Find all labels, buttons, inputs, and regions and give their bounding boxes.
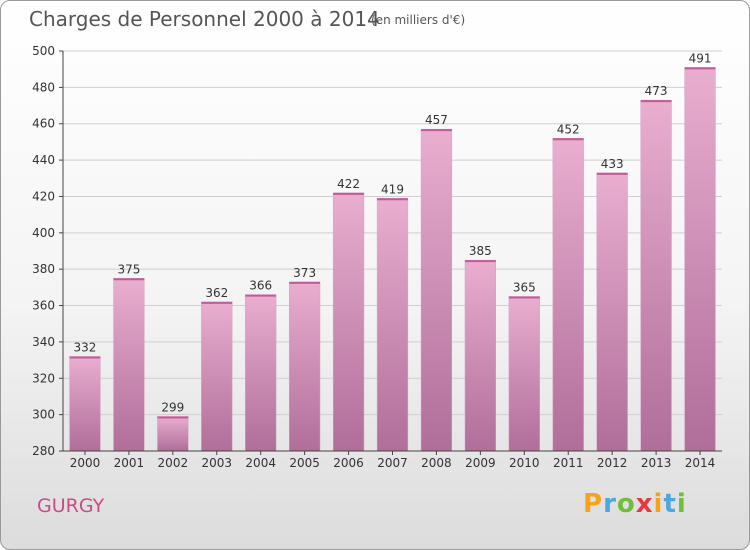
x-tick-label: 2002 bbox=[158, 456, 189, 470]
x-tick-label: 2013 bbox=[641, 456, 672, 470]
bar-2010 bbox=[508, 296, 540, 452]
x-tick-label: 2004 bbox=[245, 456, 276, 470]
y-tick-label: 420 bbox=[32, 189, 55, 203]
unit-note: (en milliers d'€) bbox=[371, 13, 466, 27]
bars bbox=[69, 67, 716, 452]
y-axis: 280 300 320 340 360 380 400 420 440 460 480 500 bbox=[32, 44, 64, 458]
y-tick-label: 400 bbox=[32, 226, 55, 240]
data-label: 433 bbox=[601, 157, 624, 171]
logo-letter: P bbox=[583, 489, 604, 519]
data-label: 452 bbox=[557, 122, 580, 136]
data-label: 362 bbox=[205, 286, 228, 300]
bar-2006 bbox=[332, 192, 365, 452]
bar-2007 bbox=[376, 198, 409, 452]
x-tick-label: 2012 bbox=[597, 456, 628, 470]
y-tick-label: 280 bbox=[32, 444, 55, 458]
x-tick-label: 2003 bbox=[201, 456, 232, 470]
data-label: 457 bbox=[425, 113, 448, 127]
data-label: 385 bbox=[469, 244, 492, 258]
chart-title: Charges de Personnel 2000 à 2014 bbox=[29, 7, 380, 31]
x-tick-label: 2001 bbox=[114, 456, 145, 470]
bar-2014 bbox=[684, 67, 716, 452]
bar-2009 bbox=[464, 259, 496, 452]
bar-2004 bbox=[245, 294, 277, 452]
logo-letter: i bbox=[676, 489, 687, 519]
proxiti-logo: Proxiti bbox=[583, 489, 687, 519]
data-label: 375 bbox=[117, 262, 140, 276]
x-tick-label: 2014 bbox=[685, 456, 716, 470]
y-tick-label: 380 bbox=[32, 262, 55, 276]
data-label: 491 bbox=[689, 51, 712, 65]
x-tick-label: 2008 bbox=[421, 456, 452, 470]
bar-2000 bbox=[69, 356, 101, 452]
y-tick-label: 480 bbox=[32, 80, 55, 94]
bar-2003 bbox=[201, 301, 233, 452]
bar-2011 bbox=[552, 138, 584, 452]
y-tick-label: 320 bbox=[32, 371, 55, 385]
y-tick-label: 300 bbox=[32, 408, 55, 422]
data-label: 373 bbox=[293, 266, 316, 280]
logo-letter: r bbox=[603, 489, 617, 519]
x-tick-label: 2010 bbox=[509, 456, 540, 470]
data-label: 473 bbox=[645, 84, 668, 98]
x-tick-label: 2000 bbox=[70, 456, 101, 470]
bar-2012 bbox=[596, 172, 628, 452]
bar-2002 bbox=[157, 416, 189, 452]
data-label: 419 bbox=[381, 182, 404, 196]
y-tick-label: 500 bbox=[32, 44, 55, 58]
data-label: 366 bbox=[249, 279, 272, 293]
y-tick-label: 360 bbox=[32, 299, 55, 313]
x-tick-label: 2009 bbox=[465, 456, 496, 470]
data-labels: 332 375 299 362 366 373 422 419 457 385 365 452 433 4… bbox=[74, 51, 712, 414]
bar-2001 bbox=[113, 278, 145, 452]
bar-2013 bbox=[640, 99, 672, 452]
y-tick-label: 340 bbox=[32, 335, 55, 349]
data-label: 332 bbox=[74, 340, 97, 354]
y-tick-label: 460 bbox=[32, 117, 55, 131]
bar-2005 bbox=[289, 281, 321, 452]
x-tick-label: 2006 bbox=[333, 456, 364, 470]
data-label: 422 bbox=[337, 177, 360, 191]
data-label: 299 bbox=[161, 400, 184, 414]
data-label: 365 bbox=[513, 280, 536, 294]
x-tick-label: 2007 bbox=[377, 456, 408, 470]
x-tick-label: 2011 bbox=[553, 456, 584, 470]
commune-name: GURGY bbox=[37, 495, 105, 517]
x-axis: 2000 2001 2002 2003 2004 2005 2006 2007 2008 2009… bbox=[63, 450, 722, 470]
bar-2008 bbox=[420, 128, 453, 452]
logo-letter: o bbox=[616, 489, 636, 519]
x-tick-label: 2005 bbox=[289, 456, 320, 470]
bar-chart: 280 300 320 340 360 380 400 420 440 460 480 500 332… bbox=[32, 44, 722, 470]
logo-letter: x bbox=[635, 489, 654, 519]
y-tick-label: 440 bbox=[32, 153, 55, 167]
logo-letter: t bbox=[663, 489, 677, 519]
logo-letter: i bbox=[653, 489, 664, 519]
